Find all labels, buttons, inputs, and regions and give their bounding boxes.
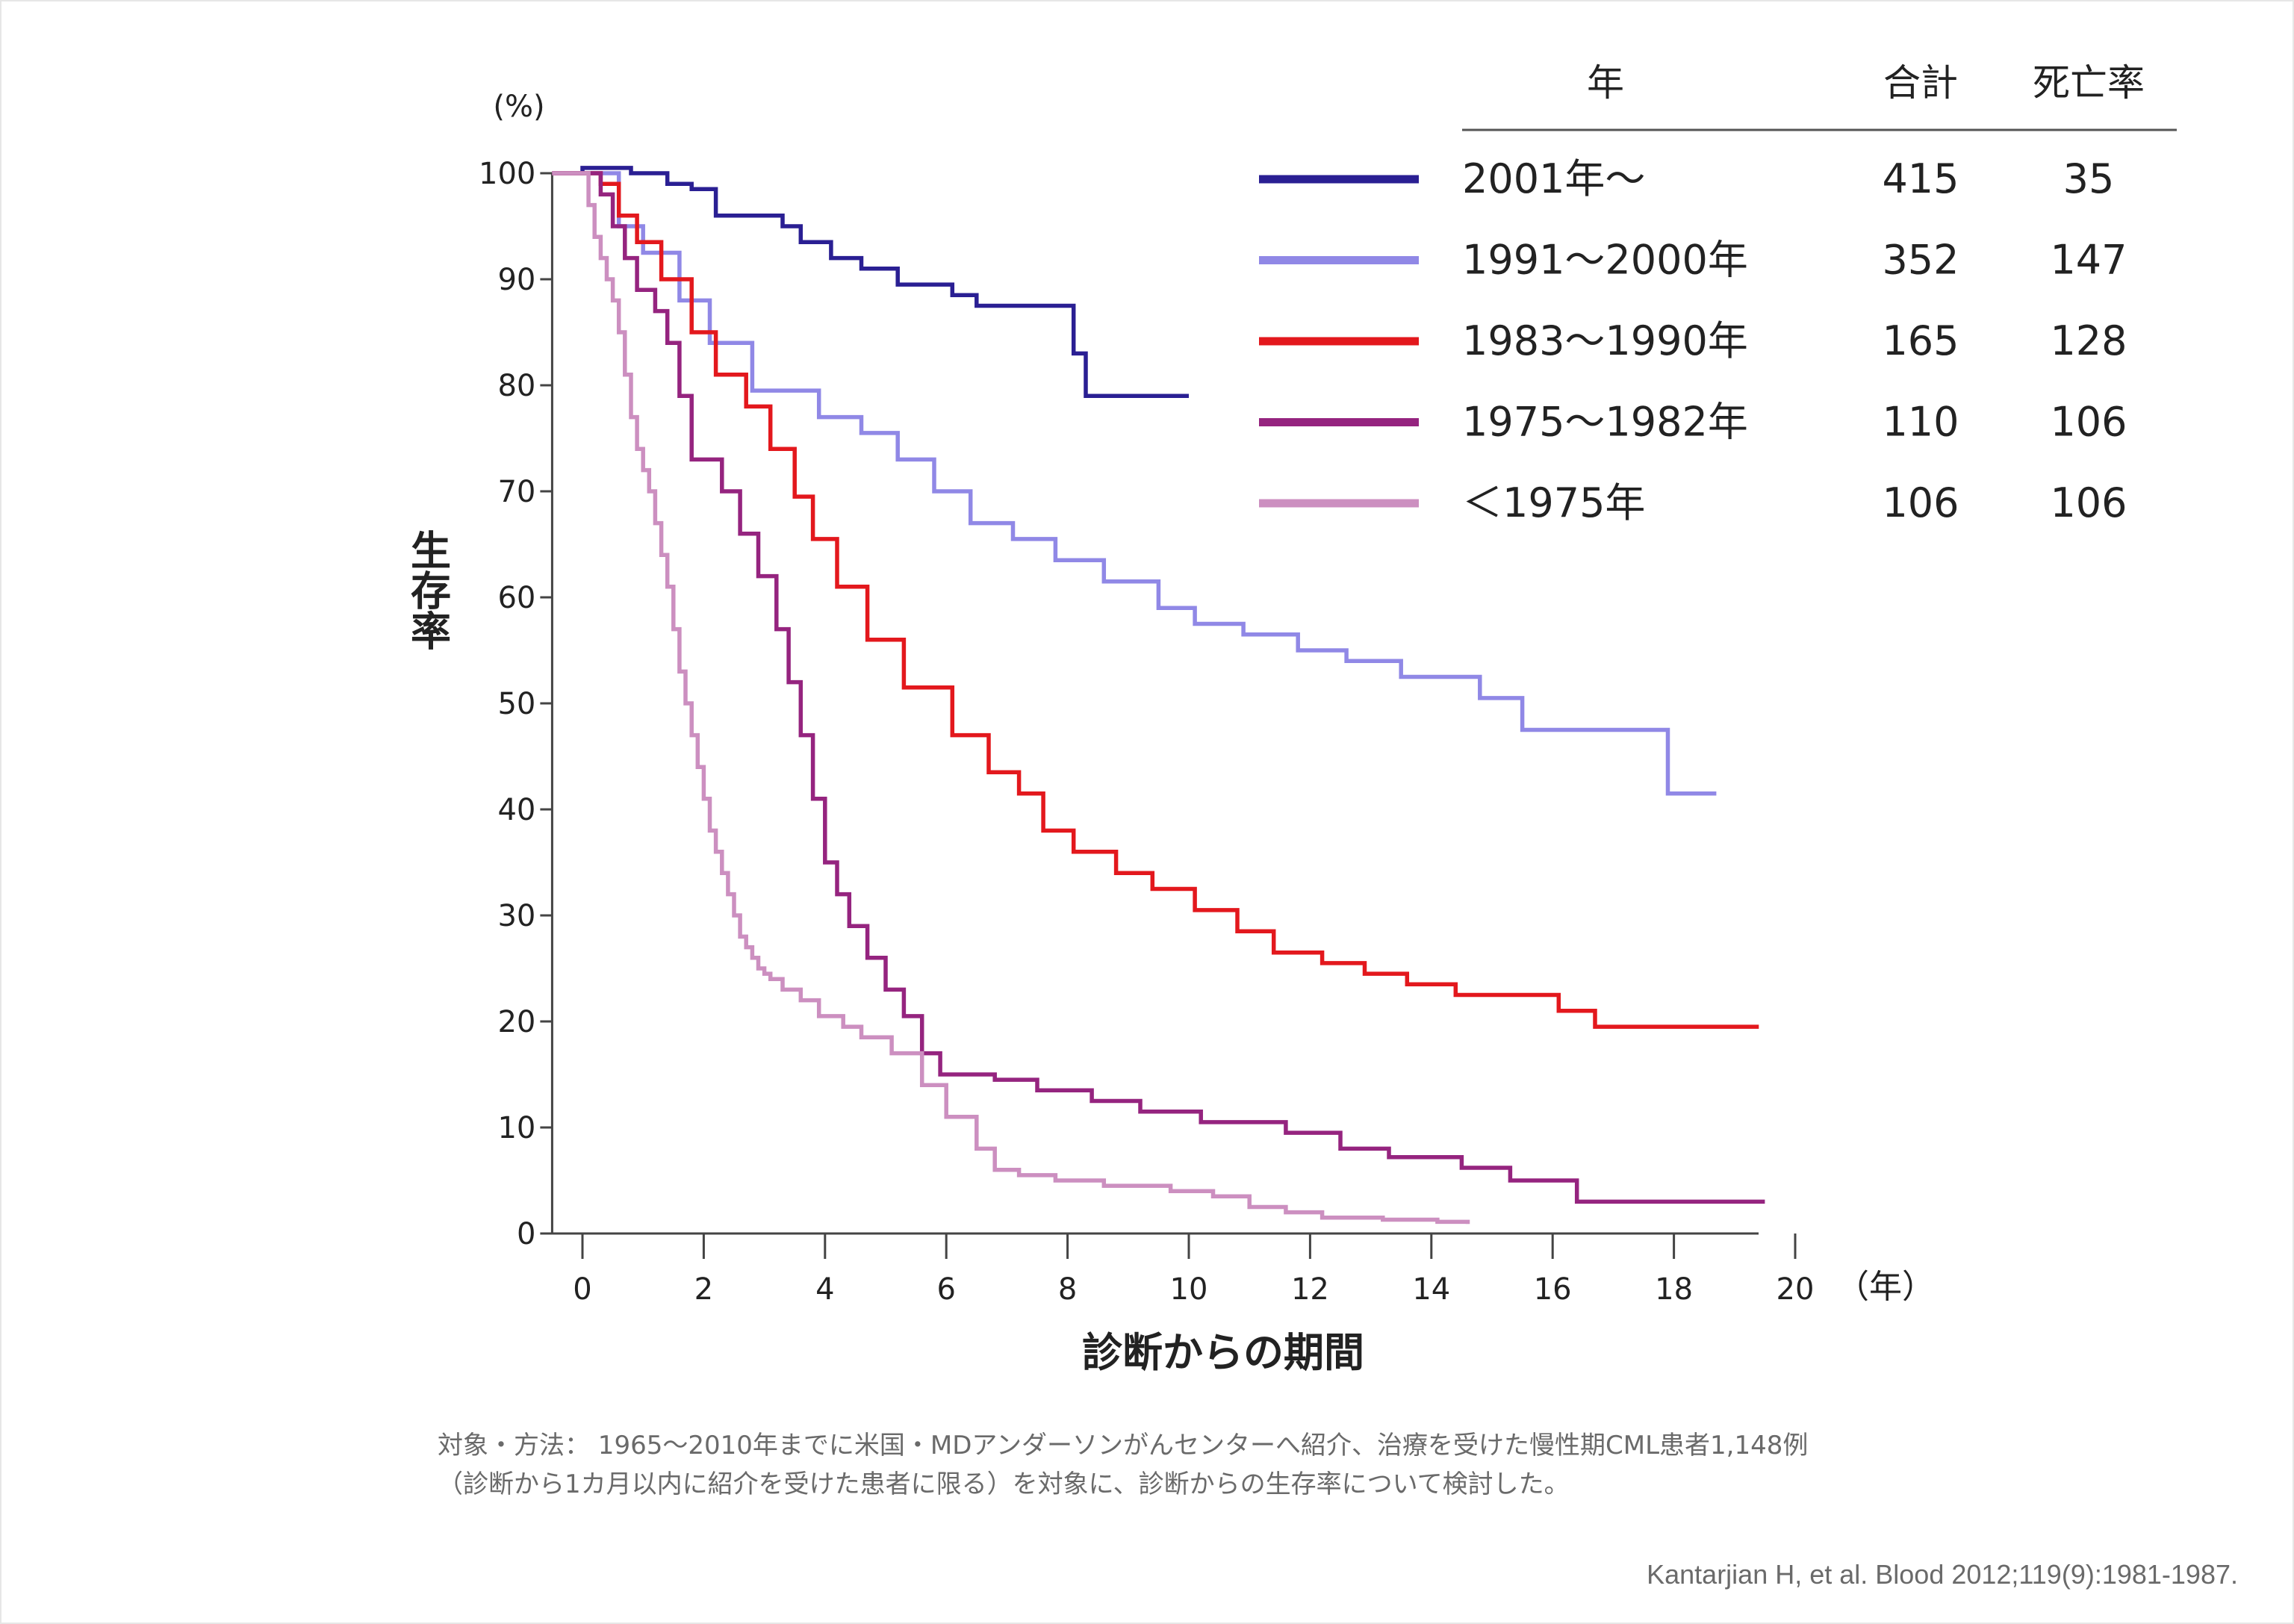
x-unit-label: （年） (1836, 1268, 1935, 1306)
x-tick-label: 2 (694, 1272, 713, 1307)
series-lines (552, 166, 1765, 1225)
footnote-line-1: 対象・方法： 1965～2010年までに米国・MDアンダーソンがんセンターへ紹介… (438, 1431, 1809, 1460)
legend-series-total: 110 (1882, 399, 1959, 446)
legend-header-year: 年 (1587, 61, 1624, 105)
series-line-3 (552, 171, 1759, 1029)
x-tick-label: 0 (573, 1272, 591, 1307)
series-line-1 (552, 166, 1189, 398)
x-tick-label: 16 (1534, 1272, 1572, 1307)
series-line-5 (552, 171, 1470, 1225)
legend-series-total: 352 (1882, 237, 1959, 284)
y-tick-label: 10 (497, 1111, 535, 1145)
legend-series-total: 415 (1882, 155, 1959, 202)
y-tick-label: 40 (497, 793, 535, 827)
y-tick-label: 0 (517, 1217, 535, 1251)
legend: 年 合計 死亡率 2001年～ 415 35 1991～2000年 352 147 1983～19… (1259, 61, 2177, 526)
x-tick-label: 12 (1291, 1272, 1329, 1307)
y-tick-label: 30 (497, 899, 535, 933)
y-tick-label: 50 (497, 687, 535, 721)
y-tick-label: 90 (497, 263, 535, 297)
y-axis-title: 生存率 (404, 529, 451, 650)
legend-series-deaths: 35 (2063, 155, 2115, 202)
citation: Kantarjian H, et al. Blood 2012;119(9):1… (1647, 1559, 2238, 1590)
y-tick-label: 70 (497, 475, 535, 509)
x-tick-label: 14 (1412, 1272, 1450, 1307)
y-tick-label: 20 (497, 1005, 535, 1039)
legend-series-name: 1975～1982年 (1462, 399, 1748, 446)
legend-series-deaths: 147 (2050, 237, 2127, 284)
series-line-2 (552, 171, 1717, 796)
series-line-4 (552, 171, 1765, 1204)
legend-series-name: ＜1975年 (1462, 479, 1645, 526)
x-tick-label: 4 (815, 1272, 834, 1307)
x-tick-label: 8 (1058, 1272, 1077, 1307)
legend-series-total: 165 (1882, 317, 1959, 364)
y-unit-label: (%) (493, 90, 544, 124)
x-axis-title: 診断からの期間 (1082, 1329, 1364, 1376)
legend-series-name: 1991～2000年 (1462, 237, 1748, 284)
legend-series-total: 106 (1882, 479, 1959, 526)
x-tick-label: 18 (1655, 1272, 1693, 1307)
legend-series-name: 1983～1990年 (1462, 317, 1748, 364)
legend-header-total: 合計 (1883, 61, 1958, 105)
y-tick-label: 100 (479, 157, 535, 191)
axes: 0 10 20 30 40 50 60 70 80 90 100 0 2 4 6 8 10 12 14 16 18 20 (479, 157, 1814, 1307)
footnote-line-2: （診断から1カ月以内に紹介を受けた患者に限る）を対象に、診断からの生存率について… (438, 1469, 1570, 1499)
legend-series-deaths: 106 (2050, 399, 2127, 446)
legend-header-deaths: 死亡率 (2033, 61, 2145, 105)
x-tick-label: 6 (936, 1272, 955, 1307)
y-tick-label: 60 (497, 581, 535, 615)
x-tick-label: 20 (1777, 1272, 1815, 1307)
x-tick-label: 10 (1170, 1272, 1208, 1307)
y-tick-label: 80 (497, 369, 535, 403)
legend-series-deaths: 106 (2050, 479, 2127, 526)
legend-series-name: 2001年～ (1462, 155, 1645, 202)
legend-series-deaths: 128 (2050, 317, 2127, 364)
